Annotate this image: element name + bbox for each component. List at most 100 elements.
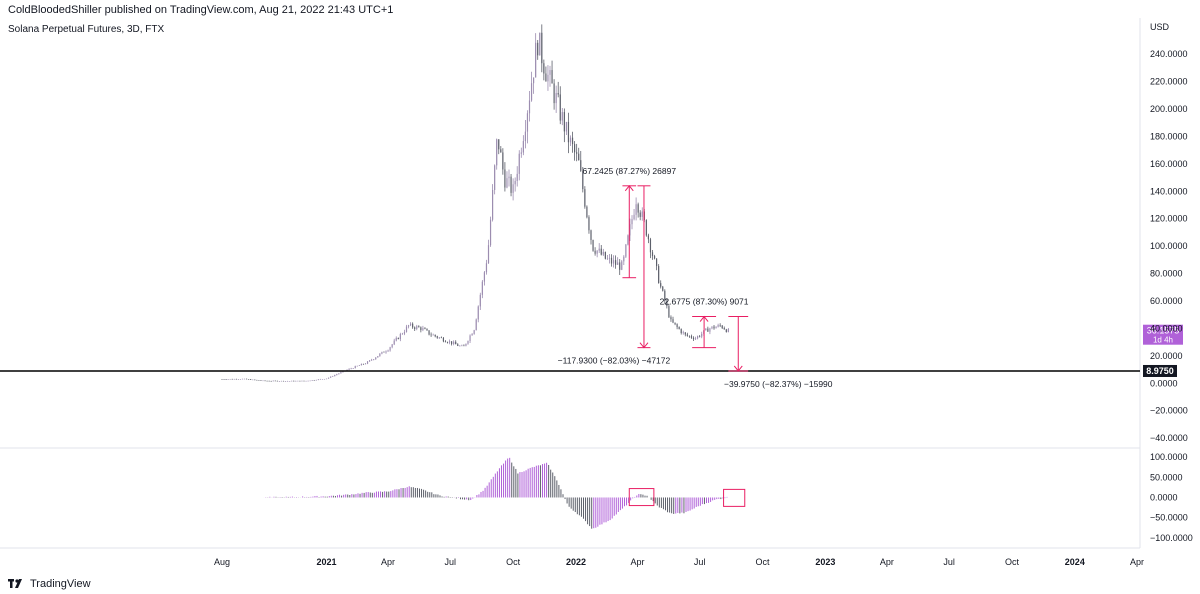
symbol-title: Solana Perpetual Futures, 3D, FTX (8, 24, 165, 35)
time-tick-label: Jul (444, 557, 456, 567)
tradingview-logo-icon (8, 579, 22, 588)
candle-body (545, 73, 547, 82)
candle-body (467, 340, 469, 344)
currency-label: USD (1150, 22, 1170, 32)
candle-body (243, 378, 246, 380)
candle-body (590, 230, 592, 241)
candle-body (321, 379, 324, 380)
candle-body (479, 294, 481, 307)
candle-body (600, 248, 602, 255)
candle-body (658, 266, 660, 284)
candle-body (414, 327, 416, 329)
candle-body (530, 83, 533, 101)
measure-label: −39.9750 (−82.37%) −15990 (724, 379, 833, 389)
candle-body (459, 345, 461, 347)
price-tick-label: 20.0000 (1150, 351, 1183, 361)
time-tick-label: 2022 (566, 557, 586, 567)
candle-body (428, 330, 430, 335)
candle-body (666, 300, 668, 307)
candle-body (584, 189, 586, 207)
candle-body (282, 380, 285, 382)
candle-body (565, 121, 568, 132)
candle-body (418, 326, 420, 328)
candle-body (444, 341, 447, 343)
candle-body (676, 324, 678, 328)
candle-body (481, 281, 483, 295)
candle-body (453, 341, 455, 344)
candle-body (264, 380, 266, 382)
candle-body (266, 380, 268, 382)
time-tick-label: 2023 (815, 557, 835, 567)
candle-body (578, 153, 580, 161)
candle-body (336, 374, 338, 376)
candle-body (373, 359, 375, 360)
candle-body (325, 378, 328, 380)
candle-body (592, 240, 594, 251)
candle-body (471, 333, 473, 336)
candle-body (270, 381, 272, 382)
candle-body (719, 324, 721, 326)
candle-body (235, 378, 237, 380)
price-tick-label: −20.0000 (1150, 406, 1188, 416)
candle-body (508, 176, 510, 179)
publisher-header: ColdBloodedShiller published on TradingV… (8, 4, 394, 16)
support-price-badge (1143, 364, 1177, 377)
measure-arrowhead (699, 315, 709, 322)
candle-body (350, 368, 352, 370)
candle-body (707, 328, 709, 332)
candle-body (641, 211, 643, 217)
osc-tick-label: 50.0000 (1150, 472, 1183, 482)
candle-body (561, 112, 563, 121)
candle-body (535, 42, 537, 78)
price-tick-label: 180.0000 (1150, 131, 1188, 141)
candle-body (303, 380, 305, 382)
time-tick-label: 2021 (317, 557, 337, 567)
candle-body (260, 380, 262, 382)
candle-body (477, 306, 479, 320)
candle-body (446, 342, 449, 343)
measure-arrowhead (624, 185, 634, 192)
candle-body (504, 169, 506, 188)
candle-body (328, 377, 330, 379)
candle-body (639, 212, 641, 217)
candle-body (541, 32, 543, 64)
candle-body (387, 350, 389, 352)
price-tick-label: 240.0000 (1150, 49, 1188, 59)
candle-body (237, 379, 240, 380)
candle-body (725, 329, 727, 332)
candle-body (430, 334, 432, 336)
highlight-box (723, 488, 746, 507)
candle-body (293, 380, 295, 382)
candle-body (576, 152, 578, 154)
candle-body (571, 137, 574, 145)
candle-body (621, 261, 623, 270)
footer: TradingView (8, 578, 91, 590)
candle-body (551, 70, 553, 84)
candle-body (539, 32, 541, 56)
candle-body (694, 338, 697, 340)
candle-body (424, 328, 426, 330)
candle-body (627, 235, 629, 245)
candle-body (319, 379, 322, 380)
candle-body (299, 380, 301, 382)
candle-body (610, 257, 613, 264)
candle-body (250, 379, 252, 380)
candle-body (407, 325, 410, 327)
time-tick-label: Oct (1005, 557, 1020, 567)
candle-body (543, 63, 545, 74)
candle-body (280, 380, 283, 382)
candle-body (615, 260, 617, 265)
candle-body (295, 380, 297, 382)
candle-body (528, 100, 531, 114)
candle-body (332, 376, 334, 377)
time-tick-label: Apr (630, 557, 644, 567)
candle-body (313, 380, 315, 381)
candle-body (512, 184, 514, 193)
candle-body (596, 250, 598, 254)
candle-body (334, 375, 336, 377)
candle-body (623, 256, 625, 262)
price-tick-label: 120.0000 (1150, 214, 1188, 224)
candle-body (518, 153, 520, 174)
candle-body (233, 378, 235, 380)
